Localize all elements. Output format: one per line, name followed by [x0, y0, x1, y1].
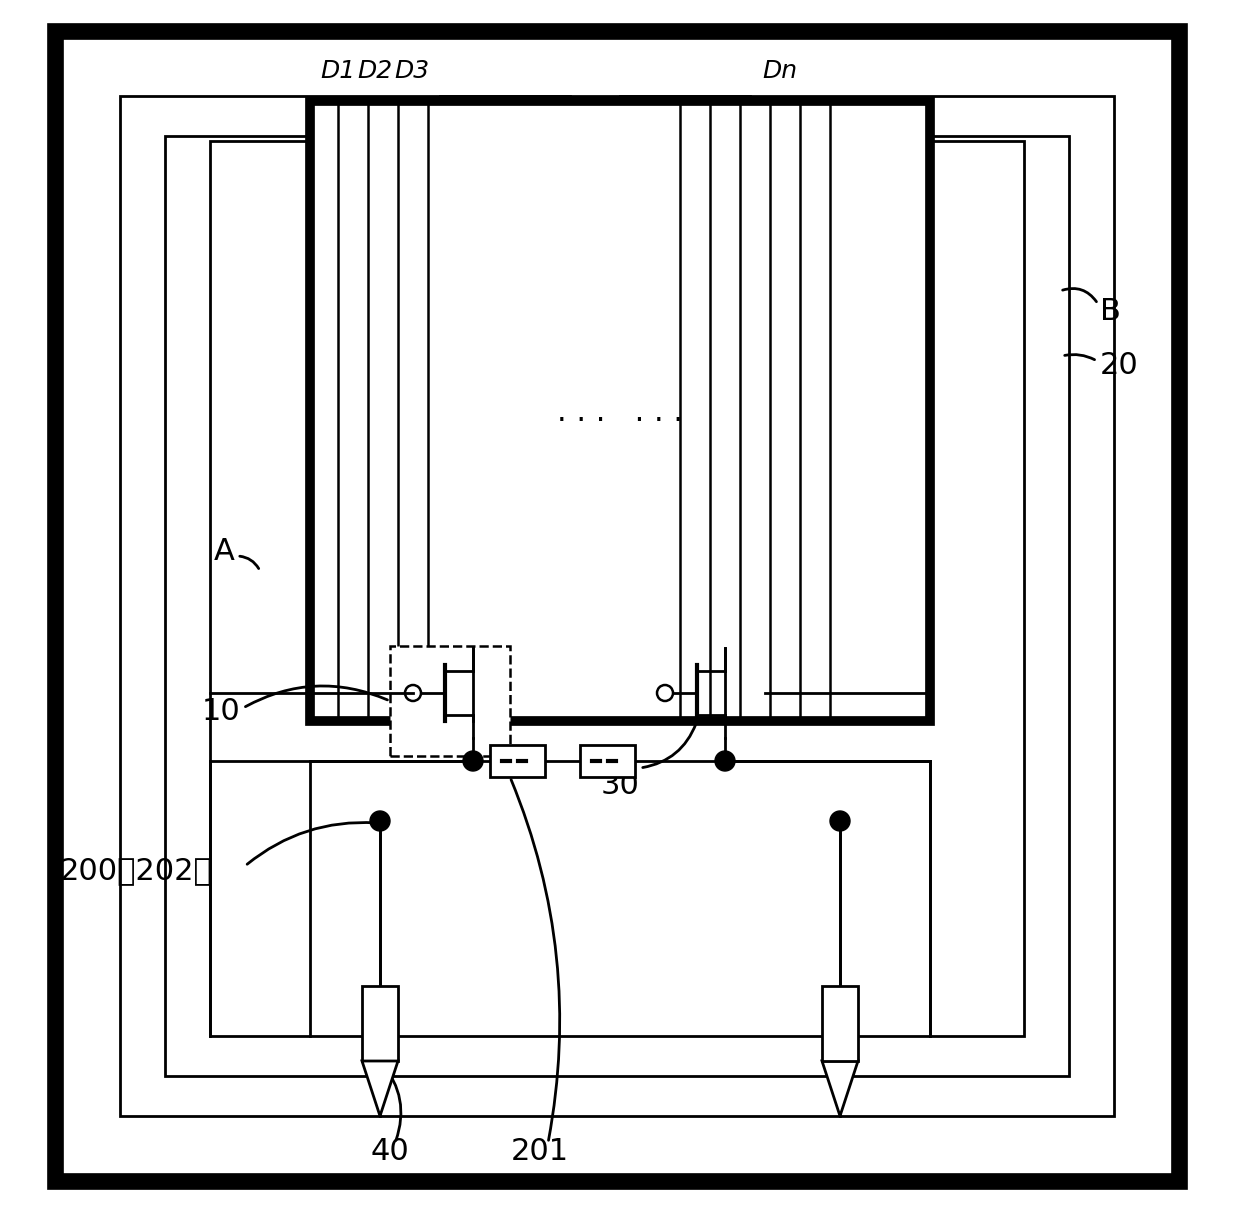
Bar: [120, 96, 1114, 1117]
Text: D1: D1: [321, 59, 355, 84]
Polygon shape: [362, 1061, 399, 1117]
Text: 30: 30: [601, 771, 639, 800]
Circle shape: [463, 751, 482, 771]
Bar: [362, 986, 399, 1061]
Text: 200（202）: 200（202）: [60, 856, 212, 885]
Bar: [441, 96, 570, 133]
Bar: [210, 140, 1024, 1035]
Polygon shape: [822, 1061, 858, 1117]
Text: 10: 10: [201, 696, 239, 725]
Bar: [580, 745, 636, 777]
Bar: [165, 136, 1069, 1077]
Text: 20: 20: [1099, 351, 1139, 380]
Text: B: B: [1099, 297, 1120, 326]
Text: 201: 201: [511, 1137, 569, 1166]
Circle shape: [370, 811, 390, 831]
Text: A: A: [215, 536, 234, 566]
Circle shape: [830, 811, 850, 831]
Bar: [390, 645, 510, 756]
Text: D3: D3: [395, 59, 429, 84]
Bar: [490, 745, 545, 777]
Text: Dn: Dn: [763, 59, 797, 84]
Text: · · ·   · · ·: · · · · · ·: [557, 407, 682, 436]
Bar: [619, 96, 750, 133]
Circle shape: [714, 751, 735, 771]
Text: 40: 40: [370, 1137, 410, 1166]
Text: D2: D2: [358, 59, 392, 84]
Bar: [822, 986, 858, 1061]
Bar: [310, 101, 930, 721]
